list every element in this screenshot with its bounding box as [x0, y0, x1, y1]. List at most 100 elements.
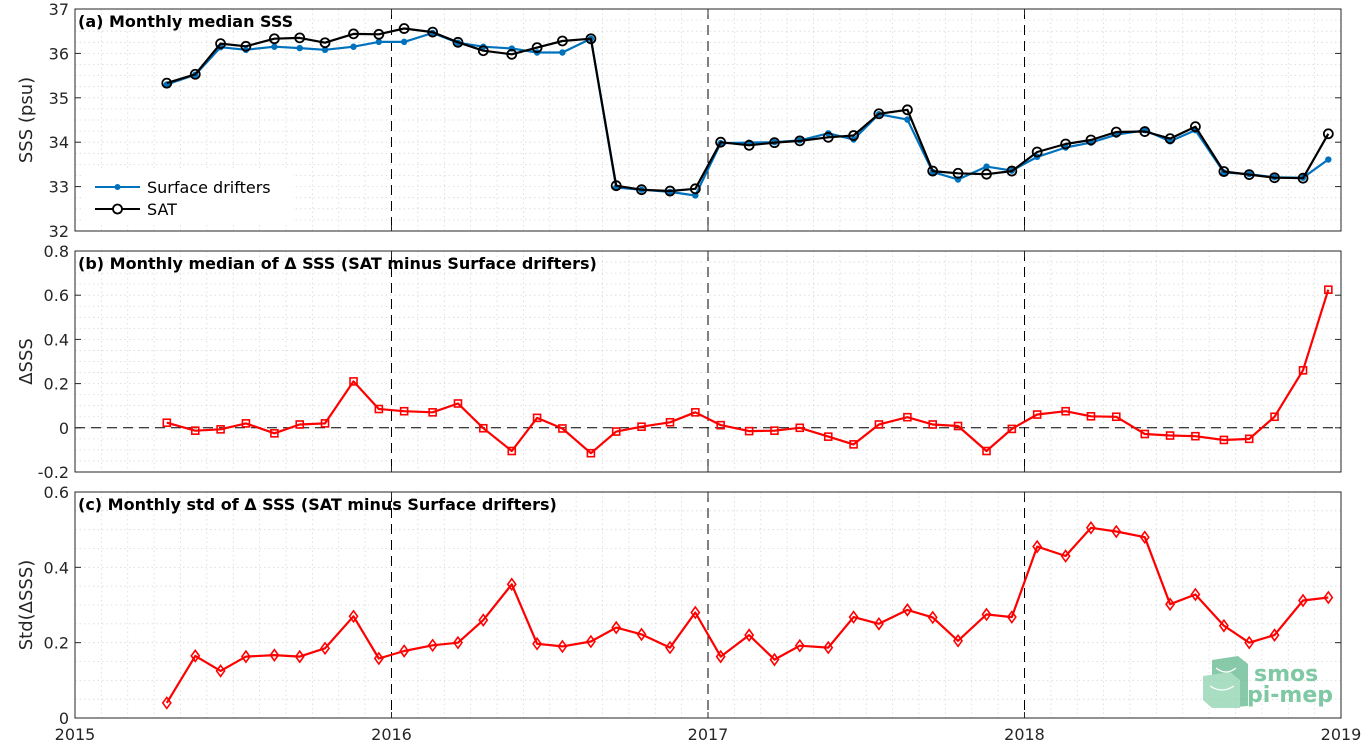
data-point: [823, 640, 834, 655]
data-point: [373, 28, 385, 40]
data-point: [531, 42, 543, 54]
data-point: [428, 408, 437, 417]
series-line-delta: [166, 289, 1330, 455]
data-point: [610, 180, 622, 192]
data-point: [1298, 593, 1309, 608]
data-point: [744, 628, 755, 642]
data-point: [1298, 366, 1308, 375]
data-point: [1165, 431, 1175, 440]
data-point: [557, 639, 568, 654]
data-point: [1085, 520, 1096, 535]
data-point: [873, 616, 884, 631]
data-point: [822, 131, 834, 143]
data-point: [1060, 549, 1071, 563]
data-point: [1111, 412, 1121, 422]
data-point: [637, 422, 646, 431]
data-point: [1111, 524, 1122, 539]
data-point: [240, 649, 251, 664]
data-point: [611, 620, 622, 635]
data-point: [769, 137, 780, 149]
data-point: [478, 613, 489, 627]
data-point: [532, 413, 542, 423]
data-point: [981, 607, 992, 622]
data-point: [270, 429, 279, 438]
data-point: [1006, 610, 1017, 624]
panel-title: (a) Monthly median SSS: [78, 12, 293, 31]
data-point: [558, 424, 567, 433]
data-point: [901, 104, 913, 116]
data-point: [1190, 121, 1201, 133]
y-tick-label: 0.6: [44, 483, 69, 502]
data-point: [427, 26, 439, 38]
y-tick-label: -0.2: [38, 463, 69, 482]
data-point: [452, 635, 463, 650]
data-point: [1191, 431, 1200, 441]
data-point: [320, 419, 330, 428]
data-point: [162, 418, 172, 428]
y-tick-label: 37: [49, 0, 69, 19]
data-point: [902, 603, 913, 617]
panel-c-std-delta-sss: 0 0.2 0.4 0.6 2015 2016 2017 2018 2019 Std(ΔSSS) (…: [16, 483, 1361, 744]
legend-marker-sat: [112, 203, 123, 215]
data-point: [1060, 138, 1072, 150]
data-point: [320, 641, 331, 656]
series-line-delta: [165, 526, 1329, 704]
data-point: [1270, 412, 1279, 422]
data-point: [823, 432, 833, 441]
y-tick-label: 0: [59, 419, 69, 438]
data-point: [477, 45, 489, 57]
data-point: [269, 648, 280, 662]
data-point: [296, 44, 303, 52]
data-point: [795, 423, 805, 433]
data-point: [271, 43, 278, 50]
data-point: [715, 649, 726, 664]
data-point: [161, 77, 173, 89]
y-tick-label: 33: [49, 178, 69, 197]
y-tick-label: 34: [49, 133, 69, 152]
y-tick-label: 0.4: [44, 558, 69, 577]
data-point: [399, 406, 409, 416]
data-point: [1032, 539, 1043, 554]
data-point: [665, 640, 676, 655]
data-point: [1085, 134, 1097, 146]
data-point: [478, 423, 488, 433]
data-point: [636, 184, 647, 196]
data-point: [953, 633, 964, 648]
data-point: [873, 108, 885, 120]
data-point: [744, 426, 754, 436]
data-point: [983, 163, 990, 170]
data-point: [691, 408, 700, 417]
data-point: [1322, 128, 1334, 140]
data-point: [1032, 410, 1042, 419]
data-point: [1061, 406, 1070, 416]
data-point: [848, 610, 859, 624]
logo-emblem-icon: [1203, 656, 1248, 708]
data-point: [1006, 165, 1018, 177]
data-point: [294, 32, 306, 44]
data-point: [586, 448, 596, 458]
data-point: [350, 43, 357, 50]
x-tick-label: 2015: [55, 725, 96, 744]
data-point: [904, 116, 911, 123]
data-point: [1325, 156, 1332, 163]
data-point: [1244, 434, 1254, 444]
smos-pi-mep-logo: smos pi-mep: [1203, 656, 1333, 708]
data-point: [636, 627, 647, 642]
data-point: [373, 651, 384, 666]
data-point: [400, 38, 408, 46]
data-point: [665, 417, 675, 427]
data-point: [452, 36, 464, 48]
data-point: [268, 33, 280, 45]
data-point: [769, 652, 780, 667]
data-point: [903, 412, 912, 422]
data-point: [240, 40, 252, 52]
data-point: [399, 644, 410, 658]
y-tick-label: 36: [49, 44, 69, 63]
legend-label-surface-drifters: Surface drifters: [147, 178, 271, 197]
data-point: [1165, 597, 1176, 612]
data-point: [319, 37, 331, 49]
data-point: [1218, 166, 1230, 177]
data-point: [190, 426, 200, 435]
data-point: [1297, 172, 1309, 184]
panel-title: (c) Monthly std of Δ SSS (SAT minus Surf…: [78, 495, 557, 514]
